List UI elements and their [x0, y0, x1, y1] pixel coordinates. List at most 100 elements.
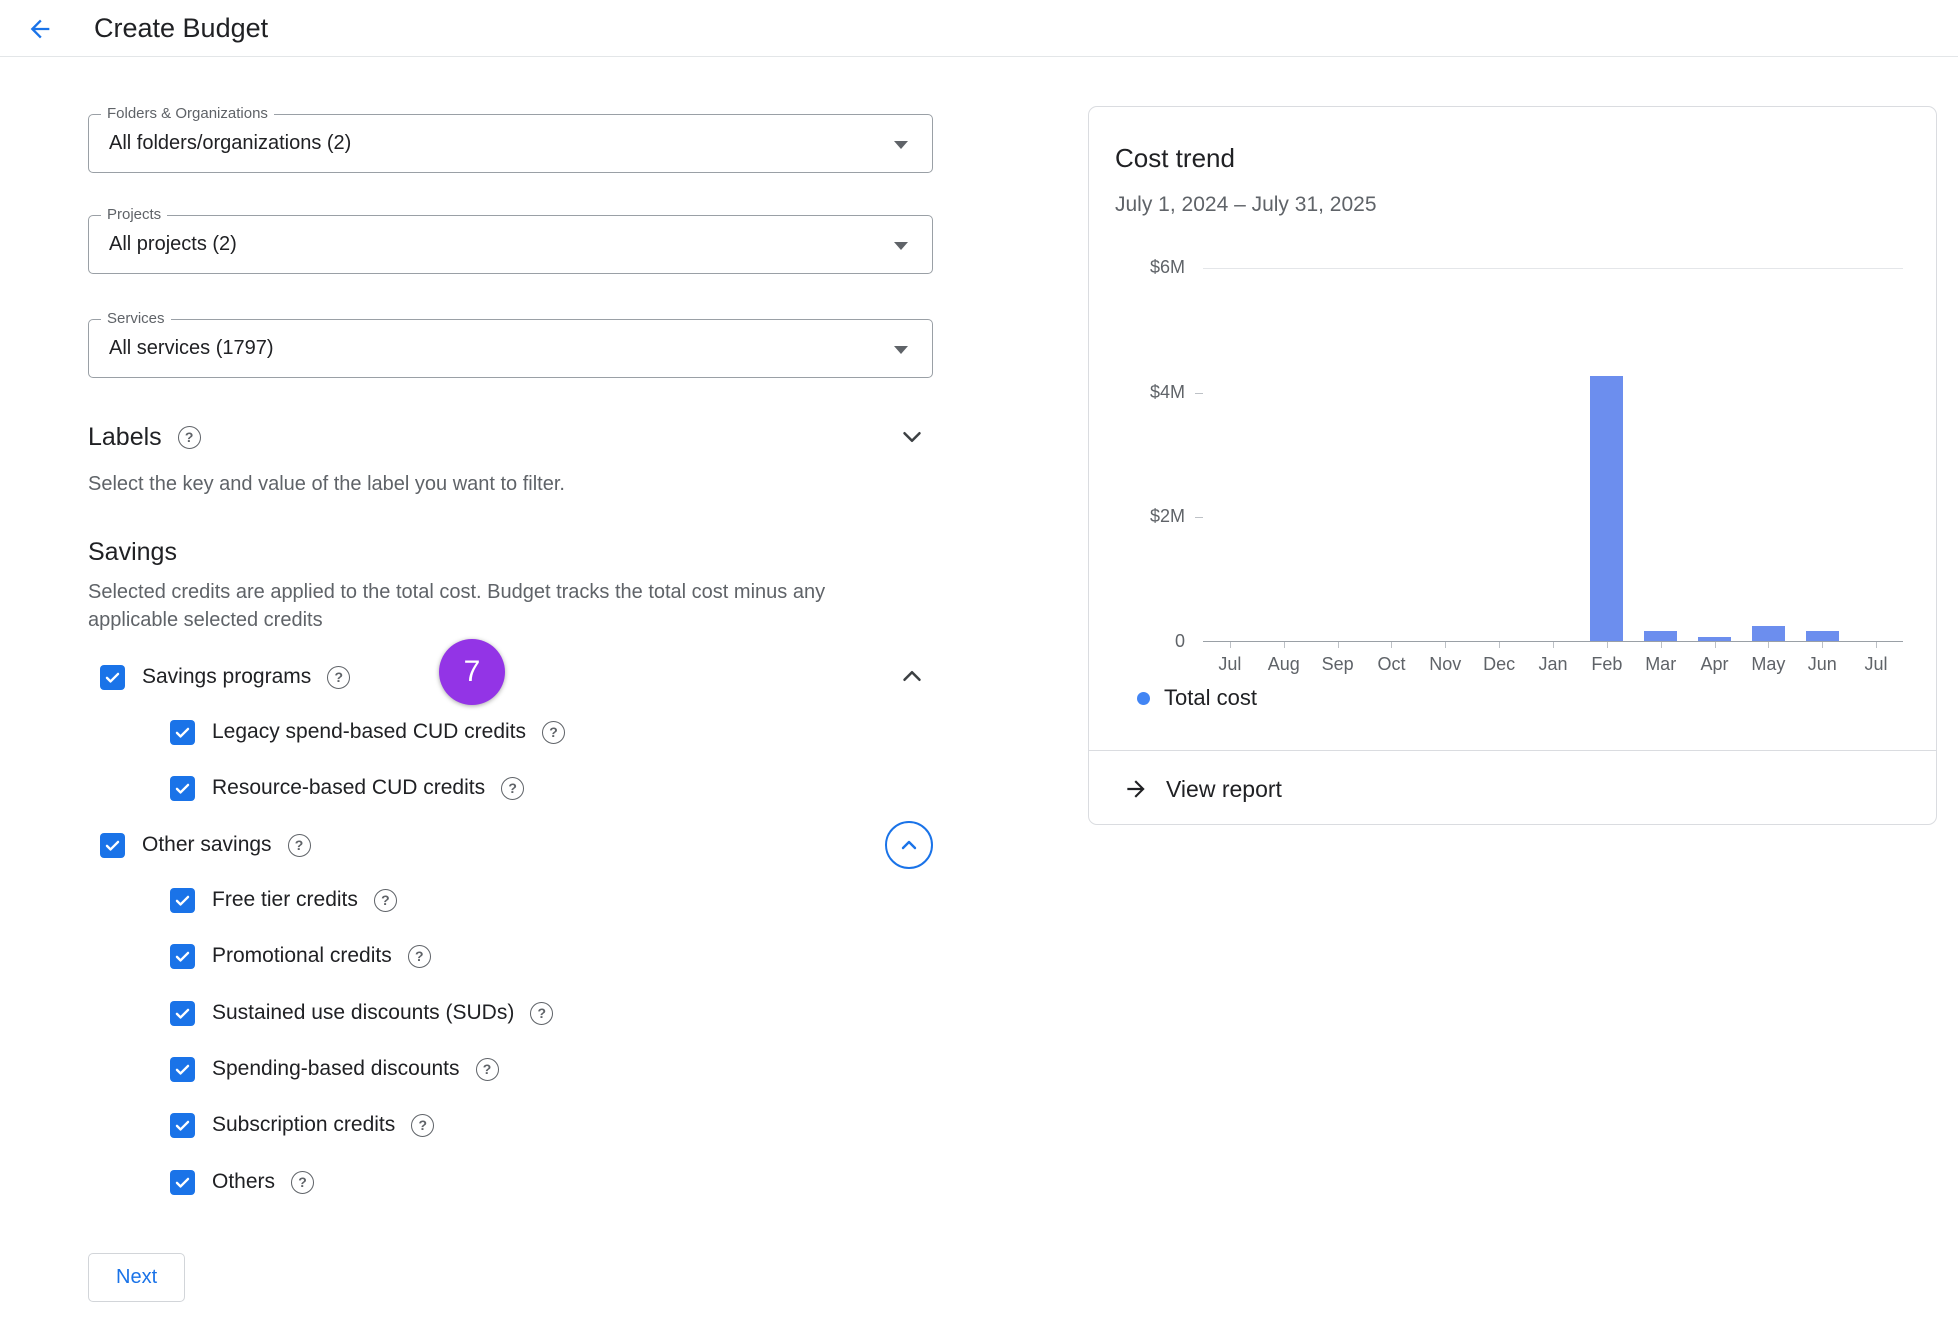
- help-icon[interactable]: ?: [542, 720, 565, 744]
- suds-checkbox[interactable]: [170, 1000, 195, 1026]
- x-axis-tick: [1606, 642, 1608, 648]
- help-icon[interactable]: ?: [373, 888, 397, 912]
- legend-dot-icon: [1137, 691, 1150, 705]
- card-divider: [1089, 750, 1936, 751]
- services-select[interactable]: Services All services (1797): [88, 310, 933, 378]
- back-button[interactable]: [24, 13, 56, 45]
- chart-legend: Total cost: [1137, 685, 1257, 711]
- x-axis-label: Aug: [1267, 654, 1300, 674]
- resource-cud-checkbox[interactable]: [170, 775, 195, 801]
- help-icon[interactable]: ?: [291, 1170, 315, 1194]
- x-axis-tick: [1337, 642, 1339, 648]
- x-axis-tick: [1714, 642, 1716, 648]
- page-title: Create Budget: [94, 13, 269, 43]
- promotional-credits-row: Promotional credits ?: [88, 938, 933, 974]
- dropdown-arrow-icon: [894, 141, 908, 149]
- tutorial-step-badge: 7: [439, 639, 505, 705]
- view-report-link[interactable]: View report: [1123, 771, 1282, 807]
- help-icon[interactable]: ?: [287, 833, 311, 857]
- help-icon[interactable]: ?: [475, 1057, 499, 1081]
- x-axis-label: Nov: [1429, 654, 1462, 674]
- checkmark-icon: [175, 727, 190, 738]
- cost-trend-card: Cost trend July 1, 2024 – July 31, 2025 …: [1088, 106, 1937, 825]
- checkmark-icon: [175, 951, 190, 962]
- chart-bar-mar-8: [1644, 631, 1678, 641]
- x-axis-tick: [1391, 642, 1393, 648]
- folders-organizations-select[interactable]: Folders & Organizations All folders/orga…: [88, 105, 933, 173]
- projects-select[interactable]: Projects All projects (2): [88, 206, 933, 274]
- checkbox-label: Subscription credits: [212, 1113, 396, 1136]
- chart-x-axis: Jul Aug Sep Oct Nov Dec Jan Feb Mar Apr May Jun Jul: [1203, 642, 1903, 676]
- others-checkbox[interactable]: [170, 1169, 195, 1195]
- gridline-top: [1203, 268, 1903, 269]
- x-axis-tick: [1445, 642, 1447, 648]
- other-savings-row: Other savings ?: [88, 821, 933, 869]
- chart-bar-feb-7: [1590, 376, 1624, 641]
- labels-section-header: Labels ?: [88, 420, 933, 454]
- projects-label: Projects: [101, 206, 168, 223]
- checkbox-label: Resource-based CUD credits: [212, 776, 486, 799]
- x-axis-label: Feb: [1591, 654, 1623, 674]
- help-icon[interactable]: ?: [177, 425, 201, 449]
- other-savings-collapse-button[interactable]: [885, 821, 933, 869]
- others-row: Others ?: [88, 1164, 933, 1200]
- savings-programs-row: Savings programs ?: [88, 659, 933, 695]
- x-axis-tick: [1822, 642, 1824, 648]
- checkbox-label: Others: [212, 1170, 276, 1193]
- suds-row: Sustained use discounts (SUDs) ?: [88, 995, 933, 1031]
- savings-description: Selected credits are applied to the tota…: [88, 581, 826, 631]
- labels-title: Labels: [88, 422, 162, 451]
- y-axis-label: $6M: [1149, 257, 1185, 277]
- y-axis-label: $4M: [1149, 381, 1185, 402]
- x-axis-label: Jul: [1864, 654, 1888, 674]
- labels-expand-button[interactable]: [897, 422, 927, 452]
- checkbox-label: Other savings: [142, 833, 272, 856]
- savings-section-header: Savings: [88, 535, 933, 569]
- spending-discounts-row: Spending-based discounts ?: [88, 1051, 933, 1087]
- help-icon[interactable]: ?: [327, 665, 351, 689]
- subscription-credits-checkbox[interactable]: [170, 1112, 195, 1138]
- back-arrow-icon: [30, 19, 50, 39]
- checkmark-icon: [175, 1008, 190, 1019]
- free-tier-checkbox[interactable]: [170, 887, 195, 913]
- x-axis-tick: [1499, 642, 1501, 648]
- legacy-cud-checkbox[interactable]: [170, 719, 195, 745]
- subscription-credits-row: Subscription credits ?: [88, 1107, 933, 1143]
- checkbox-label: Sustained use discounts (SUDs): [212, 1001, 515, 1024]
- view-report-label: View report: [1166, 775, 1282, 802]
- checkmark-icon: [175, 1064, 190, 1075]
- help-icon[interactable]: ?: [501, 776, 525, 800]
- folders-organizations-value: All folders/organizations (2): [109, 132, 352, 154]
- x-axis-tick: [1660, 642, 1662, 648]
- x-axis-label: Sep: [1321, 654, 1354, 674]
- checkbox-label: Legacy spend-based CUD credits: [212, 720, 526, 743]
- spending-discounts-checkbox[interactable]: [170, 1056, 195, 1082]
- x-axis-tick: [1283, 642, 1285, 648]
- chart-bar-may-10: [1751, 626, 1785, 641]
- checkbox-label: Promotional credits: [212, 944, 392, 967]
- legend-label: Total cost: [1164, 685, 1257, 710]
- other-savings-checkbox[interactable]: [100, 832, 125, 858]
- x-axis-label: Jan: [1538, 654, 1568, 674]
- help-icon[interactable]: ?: [530, 1001, 554, 1025]
- checkmark-icon: [105, 672, 120, 683]
- savings-programs-collapse-button[interactable]: [897, 661, 927, 691]
- checkmark-icon: [175, 1120, 190, 1131]
- checkmark-icon: [105, 840, 120, 851]
- dropdown-arrow-icon: [894, 346, 908, 354]
- help-icon[interactable]: ?: [407, 944, 431, 968]
- help-icon[interactable]: ?: [411, 1113, 435, 1137]
- promotional-credits-checkbox[interactable]: [170, 943, 195, 969]
- y-axis-label: $2M: [1149, 506, 1185, 527]
- chart-plot: [1195, 268, 1903, 642]
- x-axis-tick: [1876, 642, 1878, 648]
- x-axis-label: Dec: [1483, 654, 1516, 674]
- x-axis-tick: [1768, 642, 1770, 648]
- checkmark-icon: [175, 783, 190, 794]
- next-button[interactable]: Next: [88, 1253, 186, 1302]
- checkbox-label: Savings programs: [142, 665, 312, 688]
- chevron-up-icon: [903, 671, 921, 681]
- savings-programs-checkbox[interactable]: [100, 664, 125, 690]
- services-label: Services: [101, 310, 171, 327]
